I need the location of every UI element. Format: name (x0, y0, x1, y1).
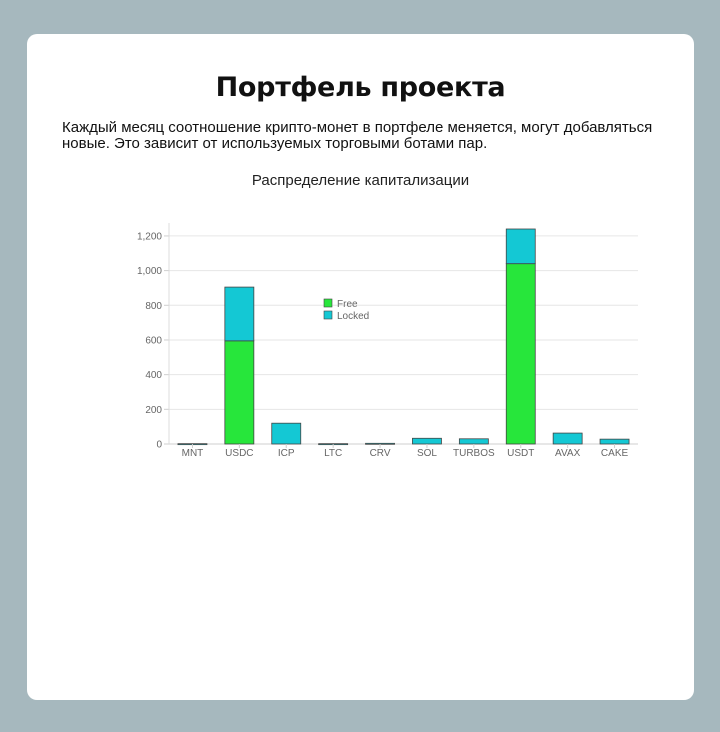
y-tick-label: 600 (145, 335, 162, 346)
x-tick-label: LTC (324, 448, 342, 459)
bar-locked-avax (552, 432, 583, 445)
y-tick-label: 800 (145, 301, 162, 312)
x-tick-label: AVAX (555, 448, 581, 459)
legend-swatch-locked (323, 310, 333, 320)
bar-locked-cake (599, 438, 630, 445)
bar-free-usdc (224, 340, 255, 445)
legend-label-free: Free (337, 299, 358, 310)
legend-label-locked: Locked (337, 311, 369, 322)
x-tick-label: ICP (278, 448, 295, 459)
y-tick-label: 1,200 (137, 231, 162, 242)
page-description: Каждый месяц соотношение крипто-монет в … (62, 119, 653, 152)
x-tick-label: CAKE (601, 448, 629, 459)
x-tick-label: USDT (507, 448, 534, 459)
x-tick-label: USDC (225, 448, 253, 459)
x-tick-label: SOL (417, 448, 437, 459)
capitalization-chart: 0 200 400 600 800 1,000 1,200 MNT USDC ICP LTC CRV S… (137, 223, 638, 459)
y-tick-label: 1,000 (137, 266, 162, 277)
bar-free-usdt (505, 263, 536, 445)
y-tick-label: 200 (145, 405, 162, 416)
chart-title: Распределение капитализации (251, 172, 470, 189)
bar-locked-icp (271, 422, 302, 445)
portfolio-card: Портфель проекта Каждый месяц соотношени… (27, 34, 694, 700)
bar-locked-usdt (505, 228, 536, 265)
y-tick-label: 0 (156, 440, 162, 451)
y-tick-label: 400 (145, 370, 162, 381)
x-tick-label: TURBOS (453, 448, 495, 459)
x-tick-label: CRV (370, 448, 391, 459)
x-tick-label: MNT (182, 448, 204, 459)
bar-locked-turbos (458, 438, 489, 445)
legend-swatch-free (323, 298, 333, 308)
bar-locked-usdc (224, 286, 255, 342)
page-title: Портфель проекта (215, 72, 506, 103)
bar-locked-sol (412, 437, 442, 445)
